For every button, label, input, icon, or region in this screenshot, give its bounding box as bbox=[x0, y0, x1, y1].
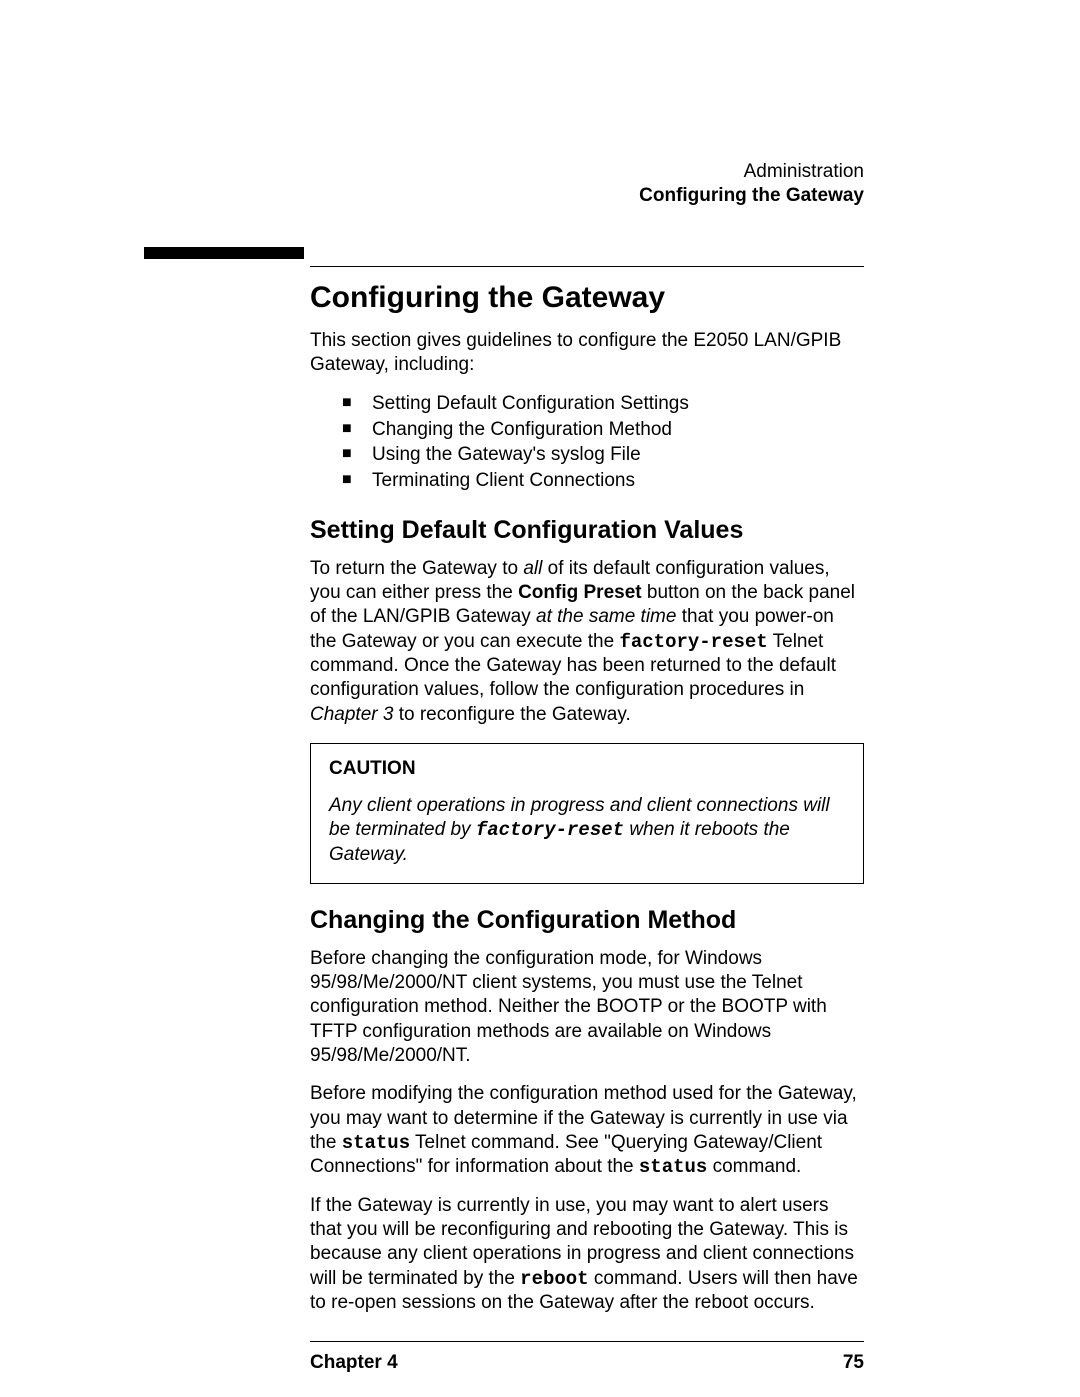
text: command. bbox=[707, 1156, 801, 1177]
text-italic: at the same time bbox=[536, 606, 676, 627]
section-intro: This section gives guidelines to configu… bbox=[310, 329, 864, 378]
footer-chapter: Chapter 4 bbox=[310, 1352, 398, 1374]
page-container: Administration Configuring the Gateway C… bbox=[0, 0, 1080, 1397]
sub2-paragraph-3: If the Gateway is currently in use, you … bbox=[310, 1194, 864, 1316]
list-item: Using the Gateway's syslog File bbox=[342, 442, 864, 468]
caution-text: Any client operations in progress and cl… bbox=[329, 794, 845, 867]
header-section: Configuring the Gateway bbox=[144, 184, 864, 208]
list-item: Setting Default Configuration Settings bbox=[342, 391, 864, 417]
content-column: Configuring the Gateway This section giv… bbox=[310, 266, 864, 1375]
page-footer: Chapter 4 75 bbox=[310, 1341, 864, 1374]
section-marker-bar bbox=[144, 247, 304, 259]
header-category: Administration bbox=[144, 160, 864, 184]
text-mono: status bbox=[342, 1132, 410, 1154]
caution-box: CAUTION Any client operations in progres… bbox=[310, 743, 864, 884]
section-title: Configuring the Gateway bbox=[310, 281, 864, 315]
footer-page-number: 75 bbox=[843, 1352, 864, 1374]
text-bold: Config Preset bbox=[518, 582, 642, 603]
sub2-paragraph-2: Before modifying the configuration metho… bbox=[310, 1082, 864, 1179]
text-mono: reboot bbox=[520, 1268, 588, 1290]
subsection-title-2: Changing the Configuration Method bbox=[310, 906, 864, 935]
running-header: Administration Configuring the Gateway bbox=[144, 160, 864, 208]
sub2-paragraph-1: Before changing the configuration mode, … bbox=[310, 947, 864, 1069]
caution-label: CAUTION bbox=[329, 758, 845, 780]
sub1-paragraph: To return the Gateway to all of its defa… bbox=[310, 557, 864, 727]
text-italic: Chapter 3 bbox=[310, 704, 393, 725]
bullet-list: Setting Default Configuration Settings C… bbox=[342, 391, 864, 494]
text: to reconfigure the Gateway. bbox=[393, 704, 630, 725]
text-mono-italic: factory-reset bbox=[476, 819, 624, 841]
list-item: Changing the Configuration Method bbox=[342, 417, 864, 443]
text-mono: status bbox=[639, 1156, 707, 1178]
list-item: Terminating Client Connections bbox=[342, 468, 864, 494]
text: To return the Gateway to bbox=[310, 558, 523, 579]
text-mono: factory-reset bbox=[619, 631, 767, 653]
subsection-title-1: Setting Default Configuration Values bbox=[310, 516, 864, 545]
text-italic: all bbox=[523, 558, 542, 579]
section-rule bbox=[310, 266, 864, 267]
